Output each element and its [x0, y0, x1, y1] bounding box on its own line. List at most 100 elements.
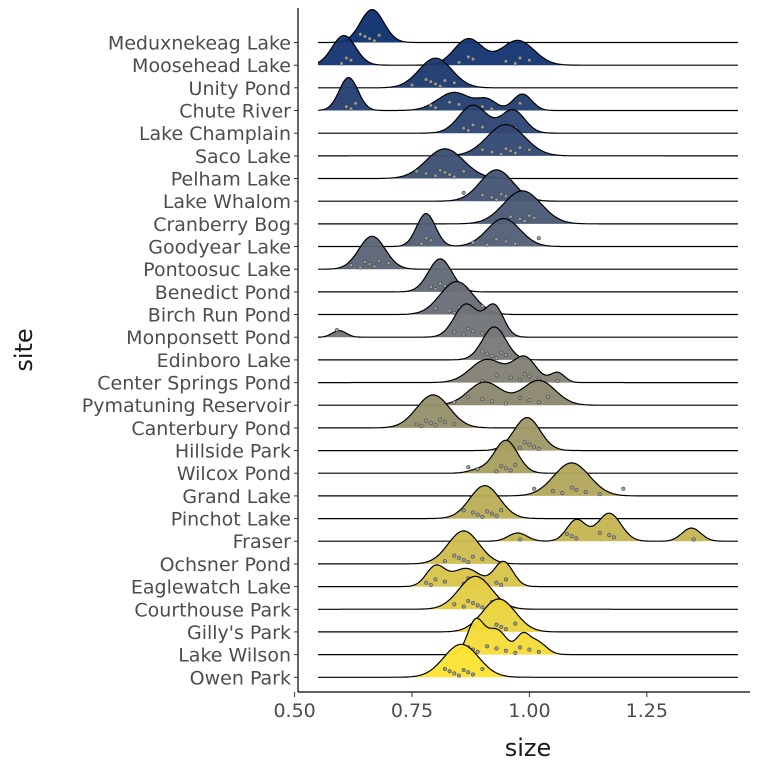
ridge-area [318, 513, 738, 542]
data-point [517, 377, 523, 382]
data-point [452, 174, 457, 179]
data-point [470, 329, 476, 334]
data-point [489, 195, 494, 200]
ridge-area [318, 190, 738, 224]
data-point [447, 308, 452, 313]
ridge-outline [317, 34, 738, 66]
y-tick-label: Lake Wilson [178, 645, 291, 667]
ridge-area [318, 258, 738, 292]
ridge-area [318, 394, 738, 428]
data-point [503, 352, 508, 357]
data-point [522, 372, 527, 377]
data-point [499, 624, 504, 629]
ridge-area [318, 35, 738, 66]
ridge-outline [318, 280, 738, 316]
data-point [503, 648, 508, 653]
data-point [485, 242, 490, 247]
ridge-pontoosuc-lake [318, 235, 738, 270]
ridge-outline [318, 598, 738, 633]
data-point [372, 264, 377, 269]
ridge-saco-lake [318, 123, 738, 157]
data-point [532, 444, 537, 449]
ridge-moosehead-lake [317, 34, 738, 66]
data-point [503, 466, 508, 471]
data-point [574, 487, 579, 492]
data-point [470, 240, 476, 245]
data-point [475, 649, 480, 654]
data-point [447, 669, 452, 674]
data-point [517, 395, 523, 401]
data-point [466, 394, 471, 399]
data-point [517, 101, 523, 106]
data-point [428, 582, 433, 587]
data-point [452, 400, 457, 405]
data-point [569, 534, 574, 539]
ridge-outline [318, 235, 738, 270]
data-point [480, 104, 485, 109]
y-tick-label: Lake Champlain [139, 123, 291, 145]
data-point [470, 554, 476, 559]
data-point [452, 80, 457, 85]
ridge-ochsner-pond [318, 530, 738, 565]
data-point [414, 169, 419, 174]
data-point [466, 54, 471, 59]
data-point [358, 32, 363, 37]
data-point [532, 486, 537, 491]
data-point [367, 36, 372, 41]
data-point [517, 445, 523, 450]
ridge-outline [318, 104, 738, 134]
y-axis-title: site [10, 328, 38, 371]
data-point [433, 81, 438, 86]
data-point [433, 423, 438, 428]
data-point [611, 535, 616, 540]
data-point [480, 147, 485, 152]
data-point [442, 283, 447, 288]
ridge-area [318, 561, 738, 587]
data-point [433, 105, 438, 110]
data-point [480, 125, 485, 130]
data-point [508, 375, 513, 380]
y-tick-label: Canterbury Pond [131, 418, 291, 440]
ridge-fraser [318, 512, 738, 542]
data-point [353, 101, 358, 106]
y-tick-label: Monponsett Pond [126, 327, 291, 349]
ridge-outline [318, 417, 738, 452]
data-point [419, 241, 424, 246]
data-point [517, 55, 523, 61]
data-point [438, 84, 443, 89]
ridge-gilly-s-park [318, 598, 738, 633]
data-point [527, 647, 532, 652]
y-tick-label: Benedict Pond [155, 282, 291, 304]
data-point [527, 147, 532, 152]
data-point [489, 149, 494, 155]
y-tick-label: Pelham Lake [171, 169, 291, 191]
ridge-outline [318, 57, 738, 89]
x-tick-label: 1.00 [508, 700, 550, 722]
data-point [470, 510, 476, 515]
data-point [489, 106, 494, 111]
data-point [428, 420, 433, 425]
data-point [569, 485, 574, 490]
ridge-edinboro-lake [318, 326, 738, 361]
ridge-area [318, 77, 738, 111]
data-point [480, 304, 485, 309]
data-point [456, 102, 462, 107]
ridge-area [318, 380, 738, 406]
ridge-area [318, 303, 738, 338]
y-tick-label: Pymatuning Reservoir [82, 395, 291, 417]
data-point [480, 514, 485, 519]
ridge-area [318, 148, 738, 179]
data-point [456, 555, 462, 560]
ridge-area [318, 9, 738, 43]
data-point [348, 106, 354, 111]
y-tick-label: Unity Pond [189, 78, 291, 100]
x-tick-label: 0.75 [391, 700, 433, 722]
data-point [442, 666, 447, 672]
ridge-outline [318, 123, 738, 157]
y-tick-label: Pontoosuc Lake [143, 259, 291, 281]
ridge-outline [318, 439, 738, 474]
data-point [522, 440, 527, 445]
data-point [480, 331, 485, 336]
